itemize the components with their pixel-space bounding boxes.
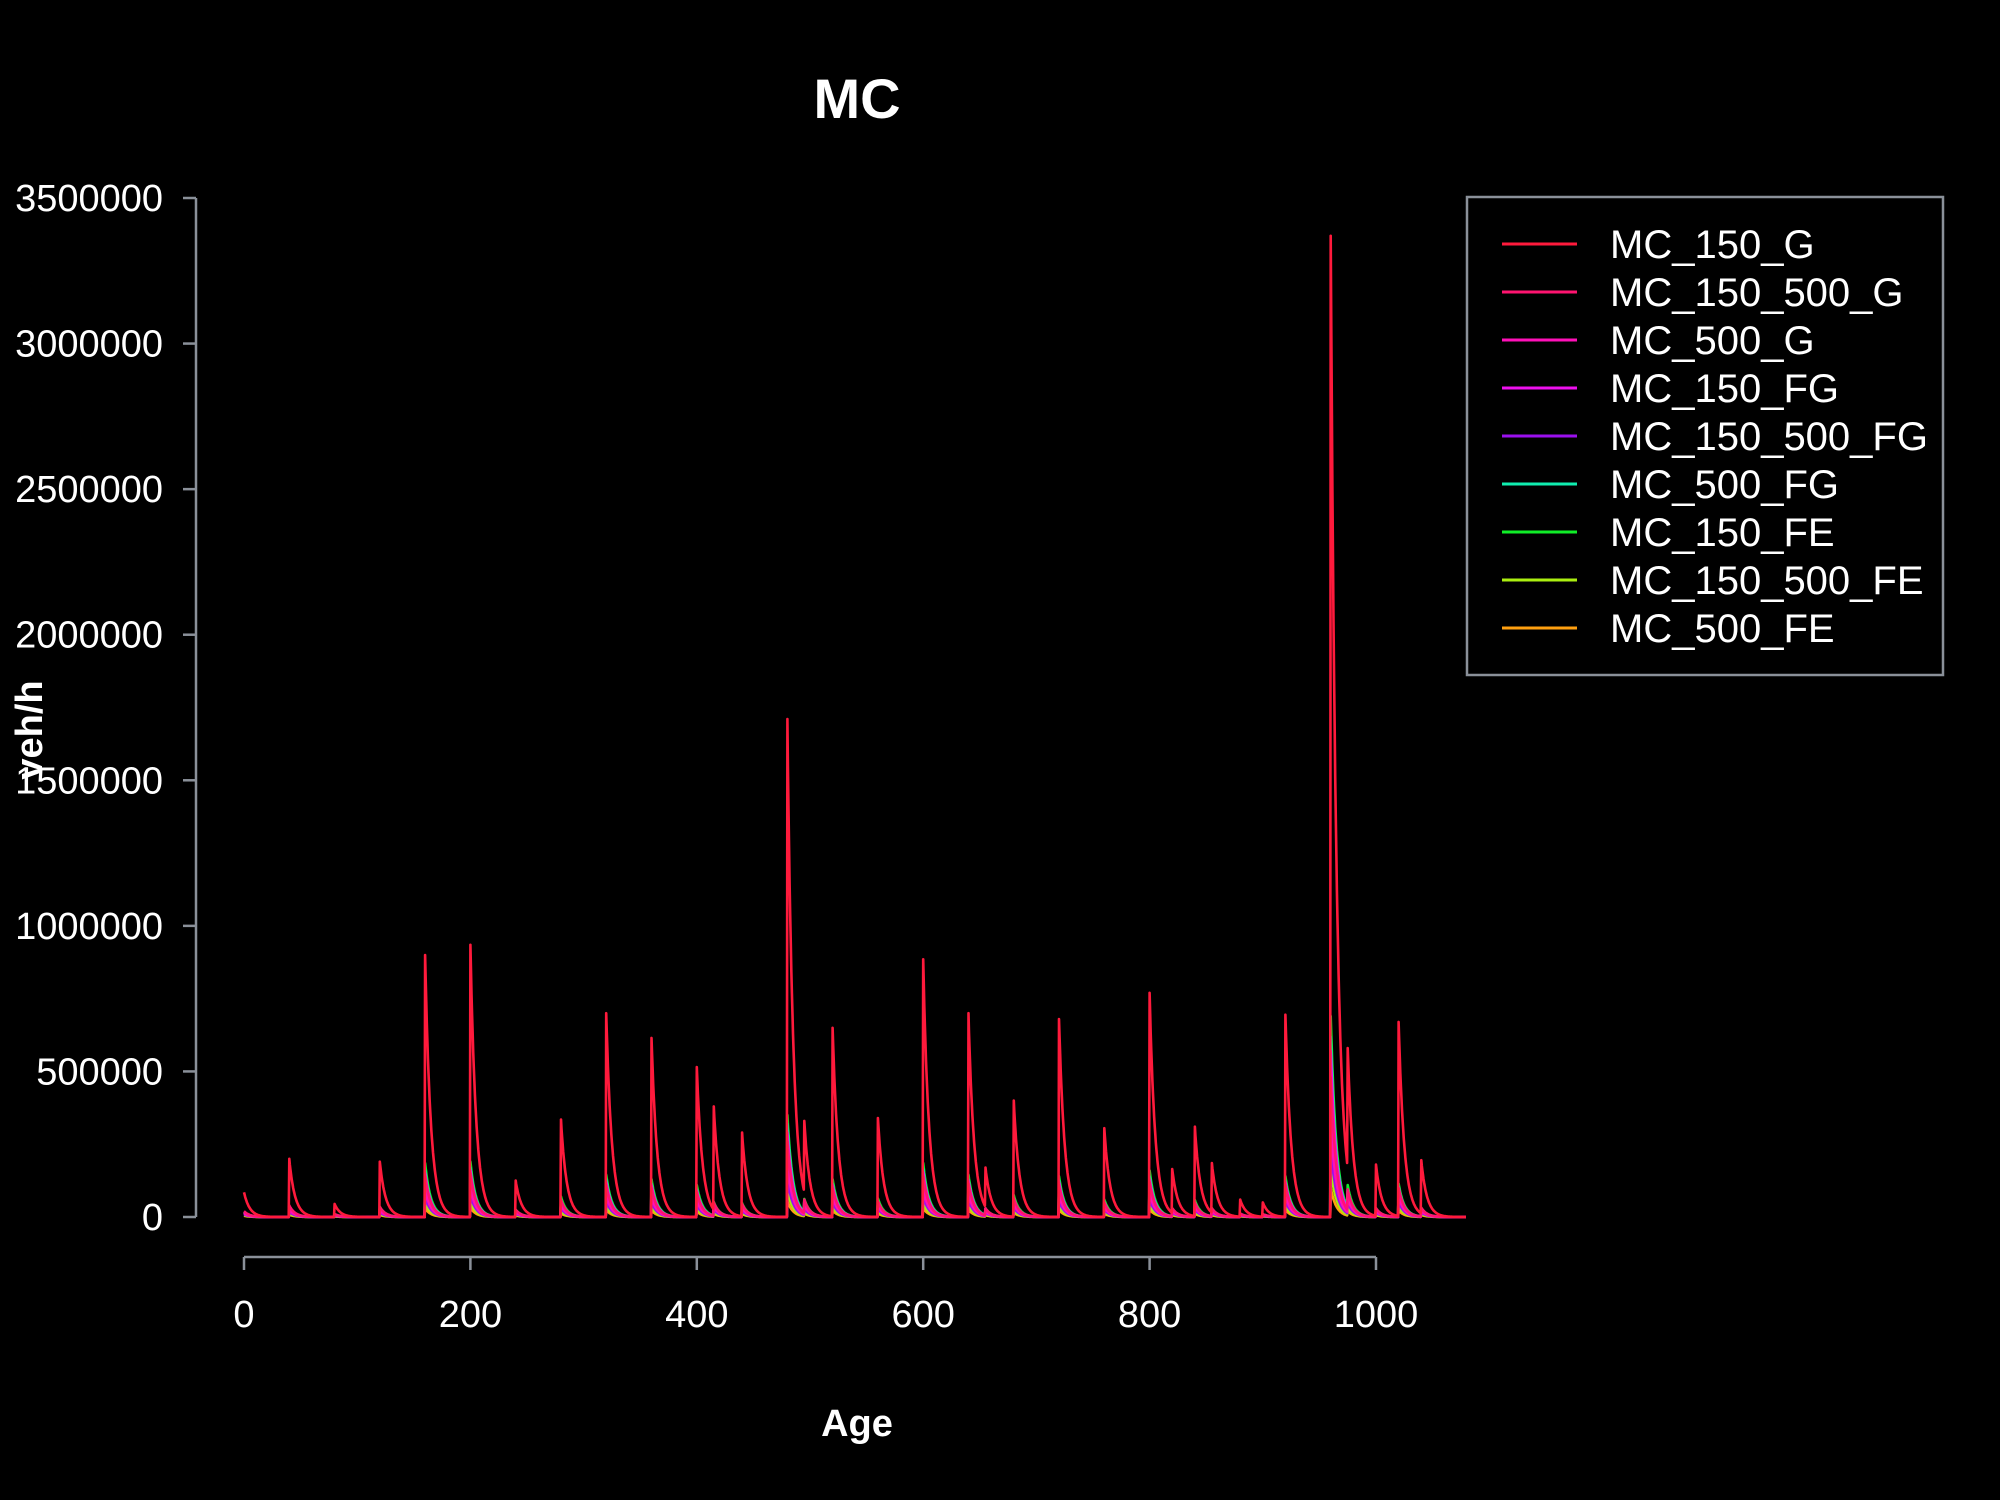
legend-label: MC_150_G — [1610, 223, 1815, 267]
chart-title: MC — [813, 67, 900, 130]
x-tick-label: 0 — [233, 1294, 254, 1336]
series-line — [242, 234, 1467, 1219]
y-axis-title: veh/h — [9, 680, 51, 779]
y-tick-label: 3000000 — [15, 324, 163, 366]
legend: MC_150_GMC_150_500_GMC_500_GMC_150_FGMC_… — [1465, 195, 1945, 677]
legend-label: MC_150_FE — [1610, 511, 1835, 555]
x-tick-label: 1000 — [1334, 1294, 1419, 1336]
y-tick-label: 2500000 — [15, 469, 163, 511]
legend-label: MC_500_G — [1610, 319, 1815, 363]
x-axis: 0 200 400 600 800 1000 — [233, 1255, 1419, 1336]
legend-label: MC_150_500_G — [1610, 271, 1904, 315]
plot-area — [242, 234, 1467, 1219]
x-tick-label: 200 — [439, 1294, 502, 1336]
legend-label: MC_150_500_FE — [1610, 559, 1924, 603]
x-tick-label: 400 — [665, 1294, 728, 1336]
y-axis: 0 500000 1000000 1500000 2000000 2500000 30000… — [15, 178, 198, 1239]
x-tick-label: 600 — [891, 1294, 954, 1336]
y-tick-label: 0 — [142, 1197, 163, 1239]
legend-label: MC_500_FE — [1610, 607, 1835, 651]
y-tick-label: 2000000 — [15, 615, 163, 657]
legend-label: MC_150_500_FG — [1610, 415, 1928, 459]
y-tick-label: 1500000 — [15, 760, 163, 802]
legend-label: MC_500_FG — [1610, 463, 1839, 507]
y-tick-label: 3500000 — [15, 178, 163, 220]
x-axis-title: Age — [821, 1403, 893, 1445]
y-tick-label: 1000000 — [15, 906, 163, 948]
x-tick-label: 800 — [1118, 1294, 1181, 1336]
y-tick-label: 500000 — [36, 1051, 163, 1093]
legend-label: MC_150_FG — [1610, 367, 1839, 411]
